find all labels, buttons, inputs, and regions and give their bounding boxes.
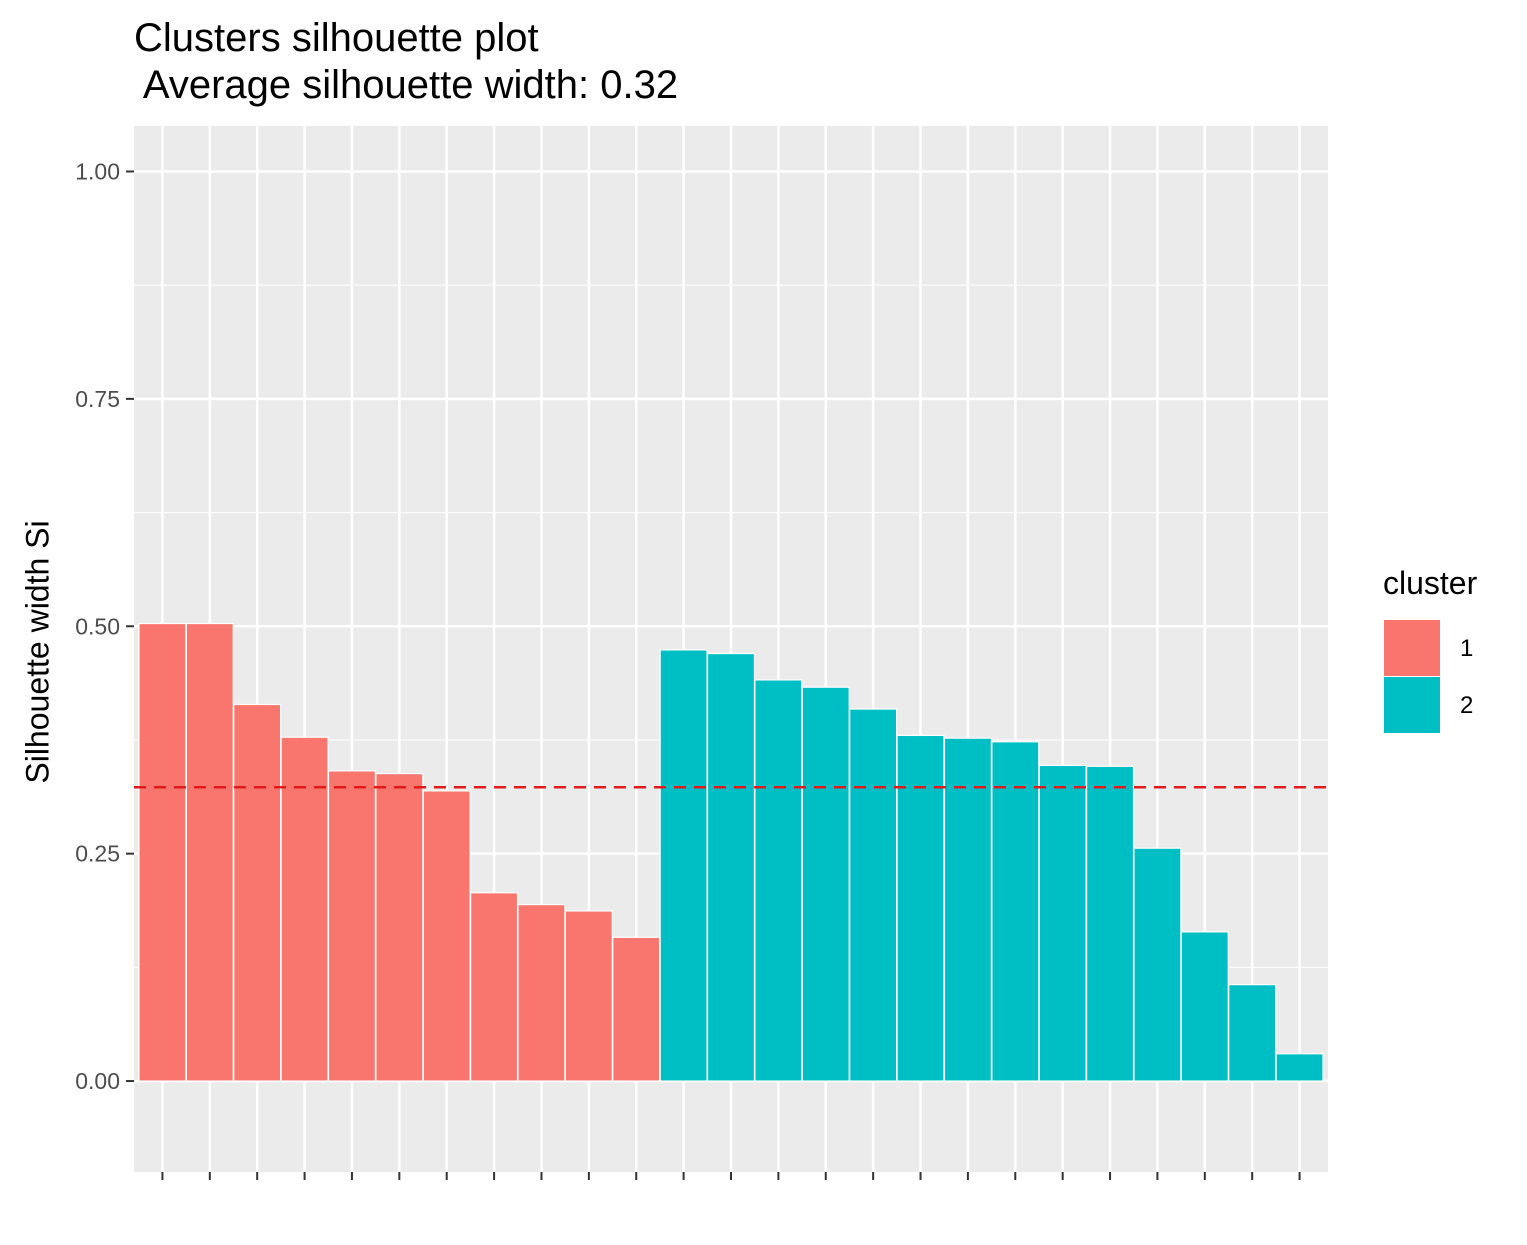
bar-cluster-2	[1038, 764, 1087, 1082]
bar-cluster-1	[470, 892, 519, 1082]
bar-cluster-2	[1275, 1053, 1324, 1082]
bar-cluster-2	[801, 686, 850, 1082]
legend-label-cluster-2: 2	[1460, 692, 1474, 719]
y-axis-ticks	[126, 170, 134, 1083]
bars	[138, 622, 1324, 1082]
y-tick-label: 1.00	[75, 158, 120, 184]
bar-cluster-1	[422, 790, 471, 1082]
x-axis-ticks	[161, 1172, 1301, 1180]
y-tick-label: 0.75	[75, 386, 120, 412]
bar-cluster-2	[659, 649, 708, 1082]
bar-cluster-2	[706, 652, 756, 1082]
y-tick-label: 0.00	[75, 1068, 120, 1094]
bar-cluster-2	[943, 737, 992, 1082]
y-tick-label: 0.50	[75, 613, 120, 639]
bar-cluster-2	[754, 679, 803, 1082]
bar-cluster-1	[233, 703, 282, 1082]
y-axis-label: Silhouette width Si	[19, 520, 56, 784]
bar-cluster-1	[517, 903, 566, 1082]
bar-cluster-1	[280, 736, 329, 1082]
chart-subtitle: Average silhouette width: 0.32	[134, 63, 679, 107]
legend-key-cluster-2	[1384, 677, 1440, 733]
bar-cluster-2	[1228, 984, 1277, 1082]
y-tick-label: 0.25	[75, 841, 120, 867]
bar-cluster-2	[991, 741, 1040, 1082]
bar-cluster-2	[849, 708, 898, 1082]
bar-cluster-1	[138, 622, 187, 1082]
bar-cluster-1	[375, 773, 424, 1082]
bar-cluster-2	[1180, 931, 1229, 1082]
bar-cluster-1	[564, 910, 613, 1082]
legend-label-cluster-1: 1	[1460, 635, 1474, 662]
bar-cluster-2	[896, 734, 945, 1082]
y-axis-tick-labels: 0.00 0.25 0.50 0.75 1.00	[75, 158, 120, 1094]
bar-cluster-2	[1085, 765, 1135, 1082]
bar-cluster-1	[185, 622, 234, 1082]
bar-cluster-1	[612, 936, 661, 1082]
chart-title: Clusters silhouette plot	[134, 16, 539, 60]
legend-title: cluster	[1383, 565, 1478, 601]
legend-key-cluster-1	[1384, 620, 1440, 676]
bar-cluster-1	[327, 770, 377, 1082]
bar-cluster-2	[1133, 847, 1182, 1082]
